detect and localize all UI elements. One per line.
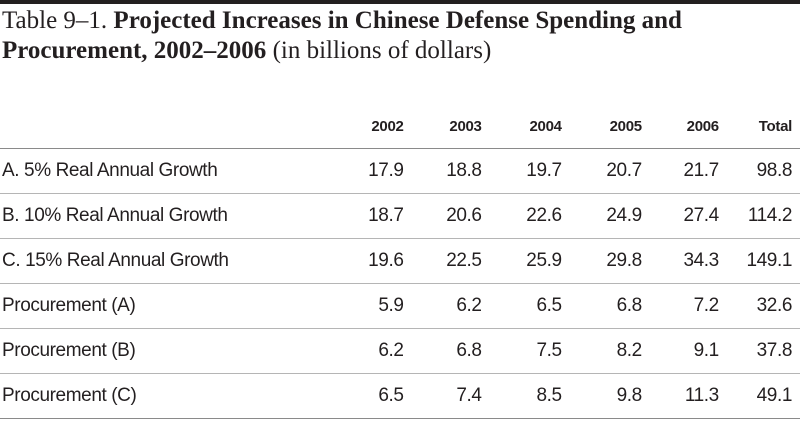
- cell-2004: 19.7: [481, 148, 562, 194]
- cell-2006: 11.3: [641, 373, 719, 419]
- row-label: Procurement (A): [0, 283, 305, 329]
- row-label: B. 10% Real Annual Growth: [0, 193, 305, 239]
- cell-2003: 20.6: [403, 193, 482, 239]
- cell-2002: 18.7: [304, 193, 404, 239]
- cell-2005: 24.9: [561, 193, 642, 239]
- cell-total: 98.8: [718, 148, 800, 194]
- cell-2006: 27.4: [641, 193, 719, 239]
- column-header-2006: 2006: [641, 104, 719, 149]
- header-row: 2002 2003 2004 2005 2006 Total: [0, 104, 800, 149]
- cell-2006: 7.2: [641, 283, 719, 329]
- cell-total: 114.2: [718, 193, 800, 239]
- table-unit: (in billions of dollars): [272, 37, 492, 64]
- row-label: Procurement (B): [0, 328, 305, 374]
- cell-2002: 5.9: [304, 283, 404, 329]
- table-row: C. 15% Real Annual Growth 19.6 22.5 25.9…: [0, 238, 800, 284]
- cell-2004: 25.9: [481, 238, 562, 284]
- table-number: Table 9–1.: [2, 7, 108, 34]
- cell-2004: 22.6: [481, 193, 562, 239]
- data-table: 2002 2003 2004 2005 2006 Total A. 5% Rea…: [0, 104, 800, 419]
- cell-2004: 6.5: [481, 283, 562, 329]
- cell-2006: 34.3: [641, 238, 719, 284]
- cell-2005: 29.8: [561, 238, 642, 284]
- cell-2002: 6.2: [304, 328, 404, 374]
- table-row: Procurement (B) 6.2 6.8 7.5 8.2 9.1 37.8: [0, 328, 800, 374]
- row-label: A. 5% Real Annual Growth: [0, 148, 305, 194]
- column-header-2002: 2002: [304, 104, 404, 149]
- cell-total: 149.1: [718, 238, 800, 284]
- top-rule: [0, 0, 800, 4]
- column-header-2005: 2005: [561, 104, 642, 149]
- cell-total: 32.6: [718, 283, 800, 329]
- table-row: A. 5% Real Annual Growth 17.9 18.8 19.7 …: [0, 148, 800, 194]
- cell-2003: 22.5: [403, 238, 482, 284]
- cell-2005: 9.8: [561, 373, 642, 419]
- cell-total: 37.8: [718, 328, 800, 374]
- column-header-label: [0, 104, 305, 149]
- column-header-2003: 2003: [403, 104, 482, 149]
- cell-2005: 20.7: [561, 148, 642, 194]
- cell-2002: 17.9: [304, 148, 404, 194]
- table-caption: Table 9–1. Projected Increases in Chines…: [2, 6, 792, 66]
- table-row: Procurement (A) 5.9 6.2 6.5 6.8 7.2 32.6: [0, 283, 800, 329]
- cell-2005: 6.8: [561, 283, 642, 329]
- cell-2004: 8.5: [481, 373, 562, 419]
- table-title: Projected Increases in Chinese Defense S…: [2, 7, 682, 64]
- cell-2003: 18.8: [403, 148, 482, 194]
- cell-2003: 6.8: [403, 328, 482, 374]
- cell-total: 49.1: [718, 373, 800, 419]
- cell-2002: 19.6: [304, 238, 404, 284]
- column-header-2004: 2004: [481, 104, 562, 149]
- row-label: C. 15% Real Annual Growth: [0, 238, 305, 284]
- cell-2006: 21.7: [641, 148, 719, 194]
- cell-2003: 6.2: [403, 283, 482, 329]
- cell-2005: 8.2: [561, 328, 642, 374]
- table-row: B. 10% Real Annual Growth 18.7 20.6 22.6…: [0, 193, 800, 239]
- cell-2006: 9.1: [641, 328, 719, 374]
- cell-2002: 6.5: [304, 373, 404, 419]
- table-row: Procurement (C) 6.5 7.4 8.5 9.8 11.3 49.…: [0, 373, 800, 419]
- cell-2004: 7.5: [481, 328, 562, 374]
- cell-2003: 7.4: [403, 373, 482, 419]
- column-header-total: Total: [718, 104, 800, 149]
- row-label: Procurement (C): [0, 373, 305, 419]
